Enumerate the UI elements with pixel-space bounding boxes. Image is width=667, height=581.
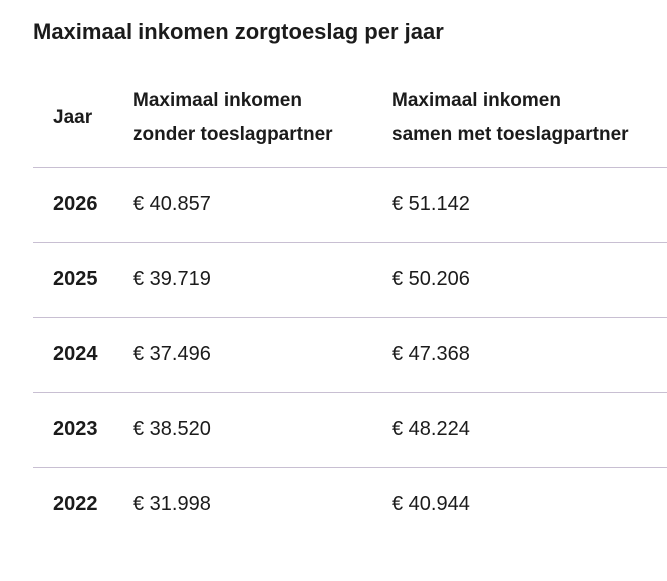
header-samen-line1: Maximaal inkomen	[392, 90, 561, 112]
table-row: 2022 € 31.998 € 40.944	[33, 467, 667, 542]
amount-samen-cell: € 40.944	[392, 493, 470, 516]
amount-zonder-cell: € 39.719	[133, 268, 211, 290]
table-header-row: Jaar Maximaal inkomen zonder toeslagpart…	[33, 70, 667, 167]
table-row: 2023 € 38.520 € 48.224	[33, 392, 667, 467]
header-zonder-toeslagpartner: Maximaal inkomen zonder toeslagpartner	[133, 70, 392, 167]
header-jaar: Jaar	[53, 107, 93, 129]
table-row: 2026 € 40.857 € 51.142	[33, 167, 667, 242]
income-table: Jaar Maximaal inkomen zonder toeslagpart…	[33, 70, 667, 542]
header-zonder-line1: Maximaal inkomen	[133, 90, 302, 112]
page-title: Maximaal inkomen zorgtoeslag per jaar	[33, 19, 444, 44]
amount-zonder-cell: € 31.998	[133, 493, 211, 516]
year-cell: 2022	[53, 493, 98, 516]
header-zonder-line2: zonder toeslagpartner	[133, 124, 333, 146]
year-cell: 2024	[53, 343, 98, 365]
amount-samen-cell: € 50.206	[392, 268, 470, 290]
year-cell: 2023	[53, 418, 98, 440]
amount-zonder-cell: € 40.857	[133, 193, 211, 215]
amount-samen-cell: € 48.224	[392, 418, 470, 440]
amount-zonder-cell: € 38.520	[133, 418, 211, 440]
table-row: 2025 € 39.719 € 50.206	[33, 242, 667, 317]
header-samen-line2: samen met toeslagpartner	[392, 124, 629, 146]
zorgtoeslag-income-page: Maximaal inkomen zorgtoeslag per jaar Ja…	[0, 18, 667, 542]
year-cell: 2025	[53, 268, 98, 290]
amount-samen-cell: € 51.142	[392, 193, 470, 215]
year-cell: 2026	[53, 193, 98, 215]
amount-samen-cell: € 47.368	[392, 343, 470, 365]
table-row: 2024 € 37.496 € 47.368	[33, 317, 667, 392]
amount-zonder-cell: € 37.496	[133, 343, 211, 365]
header-samen-toeslagpartner: Maximaal inkomen samen met toeslagpartne…	[392, 70, 667, 167]
